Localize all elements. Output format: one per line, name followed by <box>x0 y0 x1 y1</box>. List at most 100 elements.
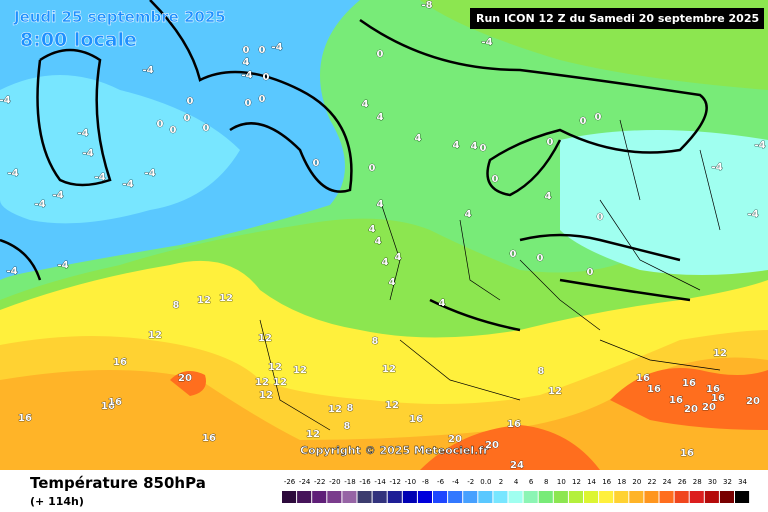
contour-label: 12 <box>713 348 727 359</box>
scale-label: 6 <box>529 478 534 486</box>
scale-label: 20 <box>632 478 641 486</box>
contour-label: 0 <box>547 137 554 148</box>
contour-label: 8 <box>538 366 545 377</box>
scale-label: 28 <box>693 478 702 486</box>
contour-label: 4 <box>453 140 460 151</box>
contour-label: -8 <box>421 0 432 11</box>
contour-label: -4 <box>34 199 45 210</box>
scale-label: 2 <box>499 478 503 486</box>
contour-label: 0 <box>597 212 604 223</box>
contour-label: 4 <box>465 209 472 220</box>
scale-label: -26 <box>284 478 296 486</box>
scale-swatch <box>689 491 704 503</box>
scale-label: -4 <box>452 478 460 486</box>
scale-swatch <box>644 491 659 503</box>
scale-swatch <box>735 491 750 503</box>
scale-swatch <box>568 491 583 503</box>
contour-label: 4 <box>369 224 376 235</box>
scale-label: 14 <box>587 478 596 486</box>
contour-label: 12 <box>259 390 273 401</box>
contour-label: 4 <box>382 257 389 268</box>
contour-label: 16 <box>636 373 650 384</box>
scale-swatch <box>433 491 448 503</box>
contour-label: -4 <box>747 209 758 220</box>
contour-label: 12 <box>219 293 233 304</box>
scale-swatch <box>312 491 327 503</box>
scale-swatch <box>599 491 614 503</box>
run-info: Run ICON 12 Z du Samedi 20 septembre 202… <box>476 12 759 25</box>
contour-label: -4 <box>142 65 153 76</box>
contour-label: -4 <box>52 190 63 201</box>
contour-label: 0 <box>369 163 376 174</box>
footer-subtitle: (+ 114h) <box>30 495 84 508</box>
scale-label: -20 <box>329 478 340 486</box>
cold-core <box>0 75 240 224</box>
contour-label: 12 <box>197 295 211 306</box>
contour-label: 4 <box>377 112 384 123</box>
scale-label: 16 <box>602 478 611 486</box>
contour-label: -4 <box>122 179 133 190</box>
contour-label: 0 <box>184 113 191 124</box>
contour-label: 16 <box>101 401 115 412</box>
contour-label: 0 <box>510 249 517 260</box>
contour-label: 20 <box>485 440 499 451</box>
scale-swatch <box>704 491 719 503</box>
contour-label: 24 <box>510 460 524 471</box>
cool-east <box>560 130 768 275</box>
scale-label: 10 <box>557 478 566 486</box>
contour-label: 8 <box>173 300 180 311</box>
contour-label: 0 <box>263 72 270 83</box>
contour-label: 4 <box>545 191 552 202</box>
contour-label: 0 <box>203 123 210 134</box>
scale-label: 30 <box>708 478 717 486</box>
contour-label: 12 <box>548 386 562 397</box>
footer-title: Température 850hPa <box>30 474 206 492</box>
contour-label: -4 <box>57 260 68 271</box>
scale-swatch <box>538 491 553 503</box>
hottest-zone <box>170 368 768 470</box>
scale-swatch <box>417 491 432 503</box>
contour-label: 12 <box>328 404 342 415</box>
scale-swatch <box>493 491 508 503</box>
contour-label: 4 <box>389 277 396 288</box>
contour-label: 0 <box>259 45 266 56</box>
scale-label: -10 <box>405 478 416 486</box>
scale-label: -12 <box>390 478 401 486</box>
contour-label: 16 <box>202 433 216 444</box>
contour-label: -4 <box>271 42 282 53</box>
contour-label: 12 <box>306 429 320 440</box>
scale-swatch <box>478 491 493 503</box>
contour-label: -4 <box>82 148 93 159</box>
scale-swatch <box>448 491 463 503</box>
contour-label: 20 <box>702 402 716 413</box>
contour-label: 0 <box>492 174 499 185</box>
contour-label: 12 <box>268 362 282 373</box>
contour-label: 12 <box>148 330 162 341</box>
scale-swatch <box>614 491 629 503</box>
contour-label: 16 <box>108 397 122 408</box>
contour-label: -4 <box>754 140 765 151</box>
contour-label: 16 <box>711 393 725 404</box>
scale-swatch <box>297 491 312 503</box>
scale-swatch <box>327 491 342 503</box>
contour-label: 12 <box>382 364 396 375</box>
valid-date: Jeudi 25 septembre 2025 <box>13 8 226 26</box>
contour-label: 4 <box>471 141 478 152</box>
scale-swatch <box>659 491 674 503</box>
contour-label: -4 <box>241 70 252 81</box>
contour-label: 0 <box>245 98 252 109</box>
contour-label: -4 <box>0 95 11 106</box>
scale-swatch <box>463 491 478 503</box>
contour-label: 4 <box>395 252 402 263</box>
contour-label: 12 <box>255 377 269 388</box>
scale-label: -14 <box>374 478 386 486</box>
contour-label: 0 <box>480 143 487 154</box>
scale-label: 4 <box>514 478 519 486</box>
contour-label: 8 <box>347 403 354 414</box>
contour-label: 8 <box>372 336 379 347</box>
scale-swatch <box>342 491 357 503</box>
contour-label: -4 <box>77 128 88 139</box>
scale-swatch <box>553 491 568 503</box>
contour-label: 0 <box>259 94 266 105</box>
